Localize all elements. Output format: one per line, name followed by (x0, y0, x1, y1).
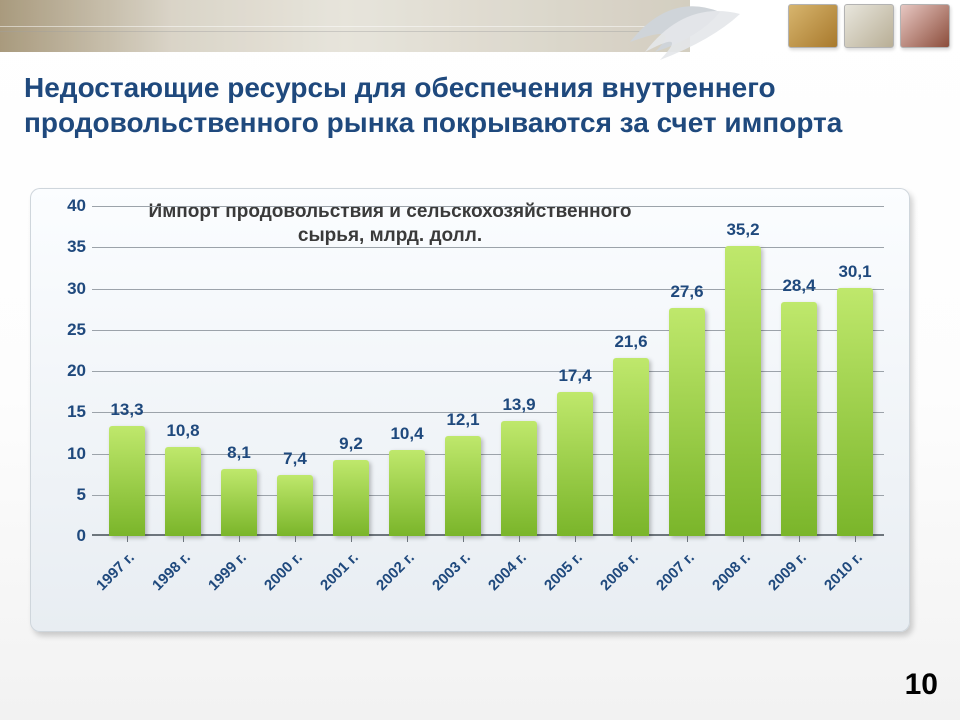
bar (613, 358, 649, 536)
header-thumb-bread (788, 4, 838, 48)
x-tick (743, 536, 744, 542)
chart-panel: Импорт продовольствия и сельскохозяйстве… (30, 188, 910, 632)
bar-value-label: 35,2 (713, 220, 773, 240)
bar-value-label: 13,3 (97, 400, 157, 420)
x-axis-label: 2003 г. (429, 549, 474, 594)
bar (165, 447, 201, 536)
y-axis-label: 10 (46, 444, 86, 464)
x-axis-label: 1998 г. (149, 549, 194, 594)
bar-value-label: 27,6 (657, 282, 717, 302)
grid-line (92, 206, 884, 207)
x-axis-label: 2009 г. (765, 549, 810, 594)
x-tick (127, 536, 128, 542)
x-tick (855, 536, 856, 542)
bar-value-label: 28,4 (769, 276, 829, 296)
x-tick (183, 536, 184, 542)
page-number: 10 (905, 668, 938, 702)
bar (725, 246, 761, 536)
header-thumb-dairy (844, 4, 894, 48)
x-tick (407, 536, 408, 542)
x-tick (799, 536, 800, 542)
bar (669, 308, 705, 536)
bar-value-label: 10,8 (153, 421, 213, 441)
bar-value-label: 12,1 (433, 410, 493, 430)
bar-value-label: 30,1 (825, 262, 885, 282)
y-axis-label: 15 (46, 402, 86, 422)
header-thumb-meat (900, 4, 950, 48)
chart-plot-area: 051015202530354013,31997 г.10,81998 г.8,… (92, 206, 884, 536)
x-axis-label: 2006 г. (597, 549, 642, 594)
bar (333, 460, 369, 536)
bar (277, 475, 313, 536)
y-axis-label: 30 (46, 279, 86, 299)
x-tick (575, 536, 576, 542)
x-axis-label: 2000 г. (261, 549, 306, 594)
x-axis-label: 2007 г. (653, 549, 698, 594)
header-photo-strip (0, 0, 690, 52)
x-axis-label: 2001 г. (317, 549, 362, 594)
x-axis-label: 1999 г. (205, 549, 250, 594)
bar-value-label: 13,9 (489, 395, 549, 415)
bar (109, 426, 145, 536)
x-axis-label: 1997 г. (93, 549, 138, 594)
y-axis-label: 40 (46, 196, 86, 216)
bar (501, 421, 537, 536)
bar (389, 450, 425, 536)
bar-value-label: 10,4 (377, 424, 437, 444)
bar (781, 302, 817, 536)
grid-line (92, 495, 884, 496)
bar (837, 288, 873, 536)
x-axis-label: 2010 г. (821, 549, 866, 594)
x-tick (463, 536, 464, 542)
x-tick (295, 536, 296, 542)
x-axis-label: 2005 г. (541, 549, 586, 594)
bar (221, 469, 257, 536)
header-decor (690, 0, 960, 52)
bar-value-label: 7,4 (265, 449, 325, 469)
y-axis-label: 20 (46, 361, 86, 381)
x-tick (351, 536, 352, 542)
grid-line (92, 330, 884, 331)
grid-line (92, 247, 884, 248)
bar (557, 392, 593, 536)
y-axis-label: 0 (46, 526, 86, 546)
y-axis-label: 5 (46, 485, 86, 505)
slide-title: Недостающие ресурсы для обеспечения внут… (24, 70, 934, 140)
x-tick (631, 536, 632, 542)
y-axis-label: 35 (46, 237, 86, 257)
grid-line (92, 289, 884, 290)
y-axis-label: 25 (46, 320, 86, 340)
x-tick (239, 536, 240, 542)
bar-value-label: 9,2 (321, 434, 381, 454)
x-tick (687, 536, 688, 542)
grid-line (92, 371, 884, 372)
x-tick (519, 536, 520, 542)
swoosh-icon (630, 0, 790, 72)
chart-baseline (92, 534, 884, 536)
bar (445, 436, 481, 536)
x-axis-label: 2008 г. (709, 549, 754, 594)
bar-value-label: 8,1 (209, 443, 269, 463)
x-axis-label: 2002 г. (373, 549, 418, 594)
bar-value-label: 21,6 (601, 332, 661, 352)
x-axis-label: 2004 г. (485, 549, 530, 594)
bar-value-label: 17,4 (545, 366, 605, 386)
header-band (0, 0, 960, 52)
